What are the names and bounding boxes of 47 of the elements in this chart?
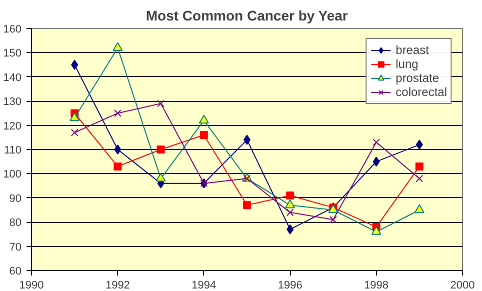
point <box>371 226 382 235</box>
chart-title: Most Common Cancer by Year <box>146 8 348 24</box>
legend-label: lung <box>396 57 418 71</box>
point <box>198 114 209 124</box>
x-tick-label: 1998 <box>364 280 389 291</box>
point <box>372 138 380 146</box>
y-tick-label: 100 <box>3 168 22 181</box>
y-tick-label: 90 <box>9 192 22 205</box>
y-tick-label: 80 <box>9 217 22 230</box>
point <box>114 144 122 154</box>
point <box>286 224 294 234</box>
point <box>114 162 122 170</box>
point <box>330 216 337 224</box>
y-tick-label: 110 <box>4 144 22 156</box>
legend-label: prostate <box>396 71 439 85</box>
point <box>156 146 165 154</box>
legend-label: colorectal <box>396 85 447 99</box>
y-tick-label: 140 <box>3 72 22 84</box>
x-tick-label: 1994 <box>192 280 216 291</box>
x-tick-label: 1990 <box>19 280 44 291</box>
point <box>372 156 380 167</box>
y-tick-label: 160 <box>3 24 22 36</box>
y-tick-label: 150 <box>3 48 22 60</box>
point <box>415 162 424 170</box>
point <box>285 199 296 208</box>
y-tick-label: 70 <box>9 241 22 254</box>
point <box>157 100 164 108</box>
x-tick-label: 1996 <box>278 280 302 291</box>
point <box>416 174 424 182</box>
point <box>70 112 80 122</box>
point <box>286 191 294 200</box>
point <box>200 130 208 139</box>
point <box>114 110 122 117</box>
x-tick-label: 2000 <box>450 280 475 291</box>
legend-label: breast <box>396 43 429 57</box>
point <box>71 60 78 70</box>
y-tick-label: 130 <box>3 96 22 108</box>
point <box>112 42 123 51</box>
x-tick-label: 1992 <box>105 280 130 291</box>
point <box>156 172 166 182</box>
point <box>286 208 294 216</box>
point <box>243 201 251 210</box>
point <box>70 128 78 136</box>
point <box>414 204 424 214</box>
point <box>416 140 423 150</box>
y-tick-label: 120 <box>3 120 22 132</box>
y-tick-label: 60 <box>9 266 22 278</box>
